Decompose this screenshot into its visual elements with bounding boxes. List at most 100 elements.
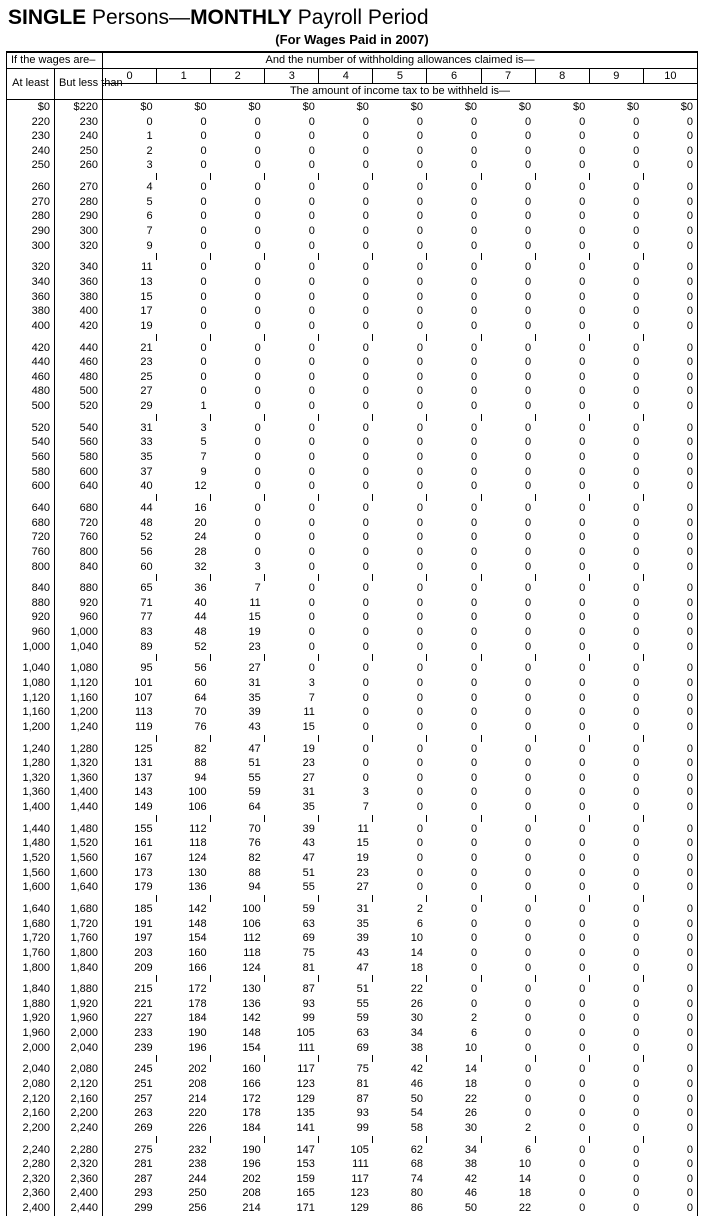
- value-cell: 30: [427, 1121, 481, 1136]
- wage-cell: 920: [7, 610, 55, 625]
- value-cell: 0: [589, 1026, 643, 1041]
- value-cell: 256: [157, 1201, 211, 1216]
- value-cell: 58: [373, 1121, 427, 1136]
- value-cell: 0: [373, 851, 427, 866]
- value-cell: 0: [211, 545, 265, 560]
- value-cell: 14: [373, 946, 427, 961]
- value-cell: 0: [427, 501, 481, 516]
- value-cell: 107: [103, 691, 157, 706]
- value-cell: 2: [481, 1121, 535, 1136]
- value-cell: 117: [319, 1172, 373, 1187]
- wage-cell: 320: [55, 239, 103, 254]
- value-cell: 0: [373, 560, 427, 575]
- value-cell: 36: [157, 581, 211, 596]
- value-cell: 0: [319, 465, 373, 480]
- value-cell: 0: [427, 290, 481, 305]
- value-cell: 0: [535, 931, 589, 946]
- value-cell: 0: [589, 822, 643, 837]
- value-cell: 0: [643, 319, 697, 334]
- value-cell: 0: [373, 720, 427, 735]
- value-cell: 0: [319, 239, 373, 254]
- wage-cell: $0: [7, 99, 55, 114]
- table-row: 360380150000000000: [7, 290, 698, 305]
- value-cell: 147: [265, 1143, 319, 1158]
- value-cell: 44: [103, 501, 157, 516]
- value-cell: 0: [427, 851, 481, 866]
- value-cell: 0: [481, 596, 535, 611]
- value-cell: 0: [643, 341, 697, 356]
- value-cell: 62: [373, 1143, 427, 1158]
- table-row: 1,9602,000233190148105633460000: [7, 1026, 698, 1041]
- value-cell: 0: [589, 275, 643, 290]
- value-cell: 0: [535, 545, 589, 560]
- value-cell: 0: [319, 610, 373, 625]
- value-cell: 0: [643, 836, 697, 851]
- value-cell: 0: [265, 610, 319, 625]
- value-cell: 0: [481, 902, 535, 917]
- wage-cell: 1,520: [7, 851, 55, 866]
- value-cell: 0: [481, 800, 535, 815]
- value-cell: 0: [481, 516, 535, 531]
- value-cell: 93: [265, 997, 319, 1012]
- value-cell: 56: [103, 545, 157, 560]
- value-cell: 0: [265, 275, 319, 290]
- value-cell: 0: [157, 341, 211, 356]
- value-cell: 0: [589, 144, 643, 159]
- value-cell: 0: [265, 319, 319, 334]
- value-cell: 27: [103, 384, 157, 399]
- value-cell: 0: [643, 501, 697, 516]
- value-cell: 0: [589, 640, 643, 655]
- table-row: 2,3602,400293250208165123804618000: [7, 1186, 698, 1201]
- value-cell: 0: [535, 370, 589, 385]
- value-cell: 0: [211, 239, 265, 254]
- value-cell: 0: [589, 596, 643, 611]
- value-cell: 0: [481, 530, 535, 545]
- value-cell: 226: [157, 1121, 211, 1136]
- value-cell: 0: [427, 129, 481, 144]
- value-cell: 0: [427, 742, 481, 757]
- table-row: 2,0402,0802452021601177542140000: [7, 1062, 698, 1077]
- value-cell: 3: [211, 560, 265, 575]
- wage-cell: 460: [7, 370, 55, 385]
- value-cell: 18: [373, 961, 427, 976]
- value-cell: 112: [211, 931, 265, 946]
- wage-cell: 1,320: [55, 756, 103, 771]
- value-cell: 0: [265, 260, 319, 275]
- value-cell: 0: [643, 1062, 697, 1077]
- value-cell: 75: [319, 1062, 373, 1077]
- value-cell: 0: [589, 501, 643, 516]
- value-cell: 0: [319, 720, 373, 735]
- value-cell: 154: [211, 1041, 265, 1056]
- table-row: 580600379000000000: [7, 465, 698, 480]
- value-cell: 0: [103, 115, 157, 130]
- value-cell: 0: [319, 399, 373, 414]
- wage-cell: 520: [7, 421, 55, 436]
- wage-cell: 1,880: [55, 982, 103, 997]
- value-cell: 0: [427, 836, 481, 851]
- value-cell: 0: [481, 705, 535, 720]
- value-cell: 203: [103, 946, 157, 961]
- value-cell: 87: [265, 982, 319, 997]
- value-cell: 76: [211, 836, 265, 851]
- wage-cell: 1,560: [7, 866, 55, 881]
- wage-cell: 2,000: [7, 1041, 55, 1056]
- value-cell: 39: [265, 822, 319, 837]
- value-cell: 245: [103, 1062, 157, 1077]
- value-cell: 155: [103, 822, 157, 837]
- wage-cell: 840: [55, 560, 103, 575]
- group-spacer: [7, 975, 698, 982]
- value-cell: 55: [265, 880, 319, 895]
- value-cell: 15: [103, 290, 157, 305]
- wage-cell: 500: [55, 384, 103, 399]
- table-row: 24025020000000000: [7, 144, 698, 159]
- table-row: 1,6001,640179136945527000000: [7, 880, 698, 895]
- value-cell: 0: [265, 421, 319, 436]
- value-cell: 159: [265, 1172, 319, 1187]
- value-cell: 0: [481, 625, 535, 640]
- value-cell: 172: [157, 982, 211, 997]
- value-cell: 171: [265, 1201, 319, 1216]
- wage-cell: 2,240: [7, 1143, 55, 1158]
- table-row: 22023000000000000: [7, 115, 698, 130]
- value-cell: 0: [535, 450, 589, 465]
- value-cell: 148: [157, 917, 211, 932]
